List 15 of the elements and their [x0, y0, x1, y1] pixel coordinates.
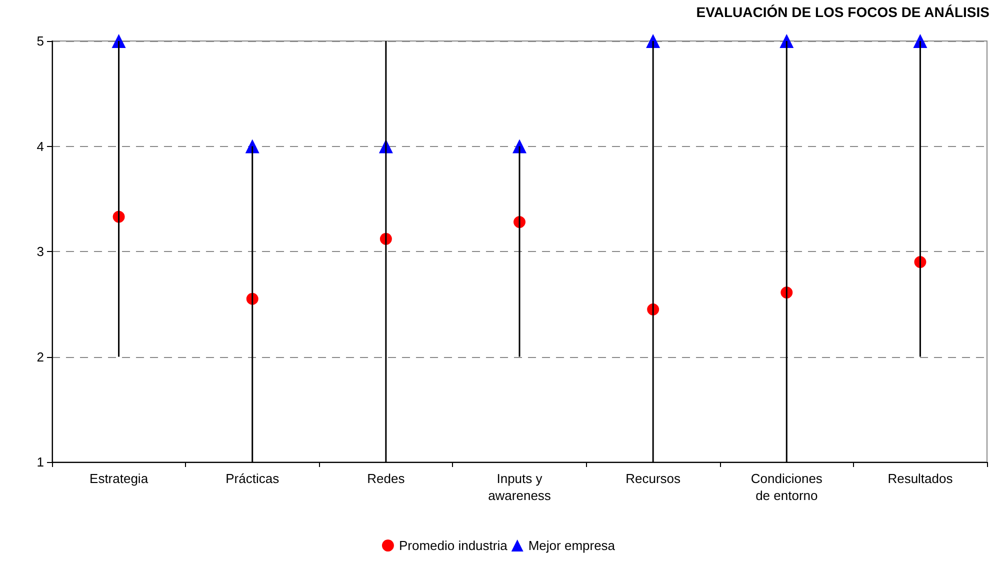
legend-label: Promedio industria: [398, 538, 508, 553]
x-tick-label: Redes: [367, 471, 406, 486]
legend-label: Mejor empresa: [528, 538, 616, 553]
x-tick-label: Condiciones de entorno: [750, 471, 823, 503]
y-tick-label: 3: [36, 244, 44, 259]
y-tick-label: 4: [36, 138, 44, 154]
chart-title: EVALUACIÓN DE LOS FOCOS DE ANÁLISIS: [696, 4, 990, 20]
y-tick-label: 1: [36, 454, 44, 470]
y-tick-label: 2: [36, 349, 44, 364]
x-tick-label: Resultados: [888, 471, 954, 486]
x-tick-label: Prácticas: [226, 471, 280, 486]
y-tick-label: 5: [36, 34, 44, 48]
x-tick-label: Estrategia: [90, 471, 149, 486]
x-tick-label: Inputs y awareness: [488, 471, 552, 503]
x-tick-label: Recursos: [626, 471, 682, 486]
